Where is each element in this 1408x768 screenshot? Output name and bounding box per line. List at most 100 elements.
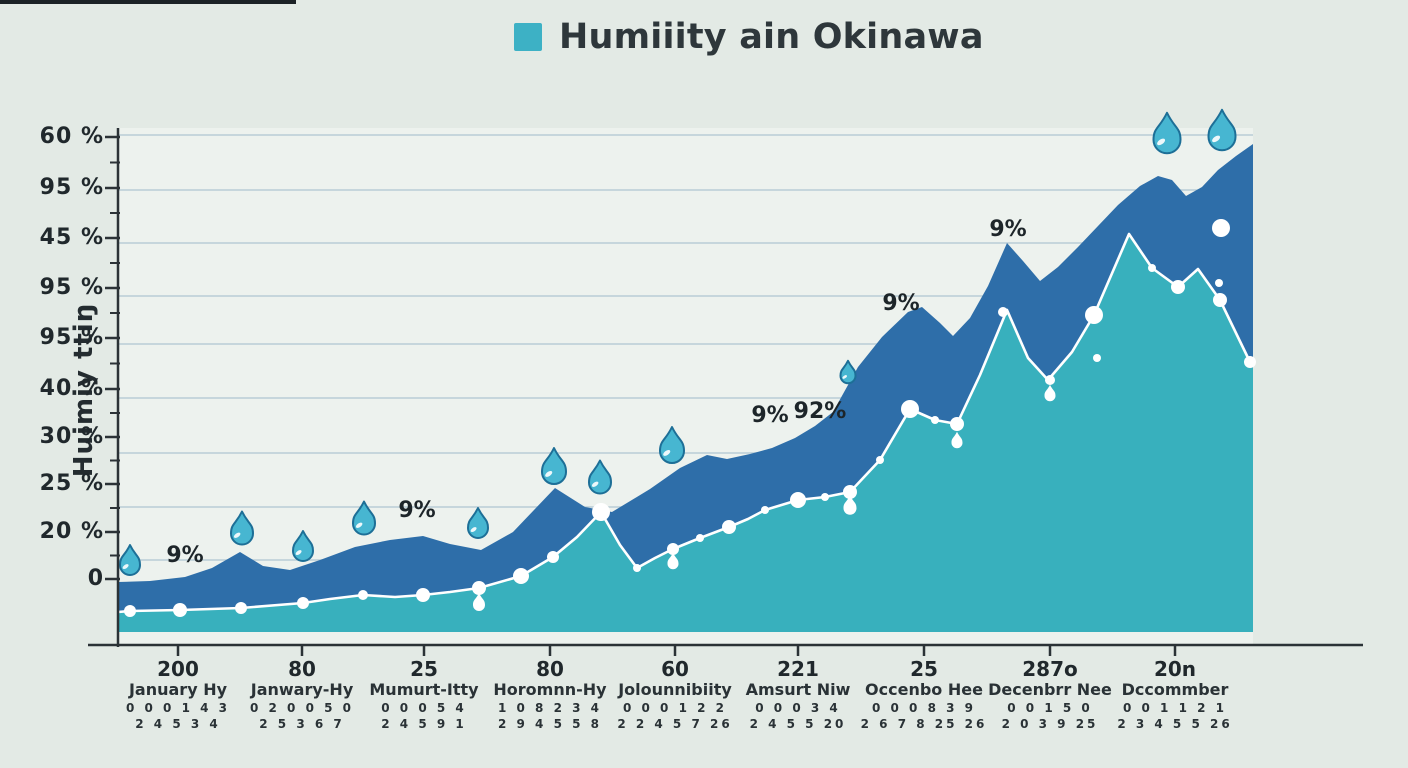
x-axis-digits: 2 4 5 3 4 bbox=[135, 717, 221, 731]
lower-area-series bbox=[118, 234, 1253, 632]
x-axis-value: 60 bbox=[661, 657, 689, 681]
drop-highlight bbox=[295, 550, 302, 556]
line-marker bbox=[843, 485, 857, 499]
value-annotation: 92% bbox=[793, 399, 847, 424]
drop-highlight bbox=[591, 481, 599, 487]
value-annotation: 9% bbox=[751, 403, 789, 428]
line-marker bbox=[297, 597, 309, 609]
x-axis-month: Dccommber bbox=[1121, 680, 1229, 699]
x-axis-month: Janwary-Hy bbox=[250, 680, 354, 699]
x-axis-digits: 1 0 8 2 3 4 bbox=[498, 701, 602, 715]
value-annotation: 9% bbox=[882, 291, 920, 316]
line-marker bbox=[124, 605, 136, 617]
line-marker bbox=[1171, 280, 1185, 294]
line-marker bbox=[472, 581, 486, 595]
line-marker bbox=[901, 400, 919, 418]
x-axis-digits: 2 6 7 8 25 26 bbox=[860, 717, 988, 731]
x-axis-month: Decenbrr Nee bbox=[988, 680, 1112, 699]
drop-highlight bbox=[663, 449, 671, 456]
line-marker bbox=[235, 602, 247, 614]
x-axis-value: 80 bbox=[536, 657, 564, 681]
line-marker bbox=[1244, 356, 1256, 368]
x-axis-month: Jolounnibiity bbox=[618, 680, 732, 699]
line-marker bbox=[547, 551, 559, 563]
x-axis-value: 25 bbox=[410, 657, 438, 681]
line-marker bbox=[790, 492, 806, 508]
white-drop-marker bbox=[1044, 384, 1056, 402]
x-axis-month: Horomnn-Hy bbox=[493, 680, 607, 699]
value-annotation: 9% bbox=[166, 543, 204, 568]
y-axis-label: 45 % bbox=[39, 225, 104, 250]
chart-header: Humiiity ain Okinawa bbox=[514, 17, 984, 57]
x-axis-digits: 2 5 3 6 7 bbox=[259, 717, 345, 731]
drop-highlight bbox=[470, 527, 477, 533]
line-marker bbox=[1093, 354, 1101, 362]
y-axis-label: 95 % bbox=[39, 275, 104, 300]
drop-highlight bbox=[1157, 138, 1166, 146]
line-marker bbox=[1215, 279, 1223, 287]
x-axis-month: January Hy bbox=[128, 680, 228, 699]
drop-highlight bbox=[122, 564, 129, 570]
x-axis-digits: 0 0 1 1 2 1 bbox=[1123, 701, 1227, 715]
line-marker bbox=[513, 568, 529, 584]
white-drop-marker bbox=[473, 593, 485, 611]
y-axis-label: 95 % bbox=[39, 175, 104, 200]
line-marker bbox=[696, 534, 704, 542]
x-axis-month: Amsurt Niw bbox=[745, 680, 851, 699]
x-axis-value: 25 bbox=[910, 657, 938, 681]
legend-swatch-icon bbox=[514, 23, 542, 51]
line-marker bbox=[667, 543, 679, 555]
drop-highlight bbox=[842, 375, 847, 379]
line-marker bbox=[998, 307, 1008, 317]
chart-title: Humiiity ain Okinawa bbox=[559, 17, 984, 57]
line-marker bbox=[1213, 293, 1227, 307]
x-axis-digits: 2 0 3 9 25 bbox=[1001, 717, 1099, 731]
x-axis-digits: 0 0 0 5 4 bbox=[381, 701, 467, 715]
line-marker bbox=[722, 520, 736, 534]
y-axis-label: 40 % bbox=[39, 376, 104, 401]
y-axis-label: 60 % bbox=[39, 124, 104, 149]
line-marker bbox=[761, 506, 769, 514]
y-axis-label: 30 % bbox=[39, 424, 104, 449]
drop-highlight bbox=[1212, 135, 1221, 143]
line-marker bbox=[1085, 306, 1103, 324]
value-annotation: 9% bbox=[398, 498, 436, 523]
x-axis-digits: 2 9 4 5 5 8 bbox=[498, 717, 602, 731]
drop-highlight bbox=[355, 522, 363, 528]
line-marker bbox=[876, 456, 884, 464]
x-axis-value: 287o bbox=[1022, 657, 1078, 681]
x-axis-value: 200 bbox=[157, 657, 199, 681]
line-marker bbox=[1148, 264, 1156, 272]
line-marker bbox=[821, 493, 829, 501]
drop-highlight bbox=[233, 532, 241, 538]
line-marker bbox=[592, 503, 610, 521]
water-drop-icon bbox=[1207, 108, 1237, 152]
line-marker bbox=[173, 603, 187, 617]
line-marker bbox=[931, 416, 939, 424]
y-axis-label: 20 % bbox=[39, 519, 104, 544]
white-drop-marker bbox=[843, 495, 857, 515]
value-annotation: 9% bbox=[989, 217, 1027, 242]
x-axis-value: 221 bbox=[777, 657, 819, 681]
y-axis-label: 25 % bbox=[39, 471, 104, 496]
line-marker bbox=[633, 564, 641, 572]
water-drop-icon bbox=[1152, 111, 1182, 155]
drop-highlight bbox=[545, 470, 553, 477]
x-axis-digits: 0 0 0 8 3 9 bbox=[872, 701, 976, 715]
x-axis-digits: 2 3 4 5 5 26 bbox=[1117, 717, 1233, 731]
white-drop-marker bbox=[951, 431, 963, 449]
line-marker bbox=[416, 588, 430, 602]
y-axis-label: 0 bbox=[87, 566, 104, 591]
x-axis-digits: 2 2 4 5 7 26 bbox=[617, 717, 733, 731]
x-axis-month: Occenbo Hee bbox=[865, 680, 983, 699]
top-edge-strip bbox=[0, 0, 296, 4]
x-axis-digits: 2 4 5 5 20 bbox=[749, 717, 847, 731]
x-axis-digits: 2 4 5 9 1 bbox=[381, 717, 467, 731]
x-axis-digits: 0 0 0 3 4 bbox=[755, 701, 841, 715]
line-marker bbox=[1212, 219, 1230, 237]
x-axis-value: 80 bbox=[288, 657, 316, 681]
x-axis-digits: 0 0 0 1 2 2 bbox=[623, 701, 727, 715]
x-axis-digits: 0 0 0 1 4 3 bbox=[126, 701, 230, 715]
